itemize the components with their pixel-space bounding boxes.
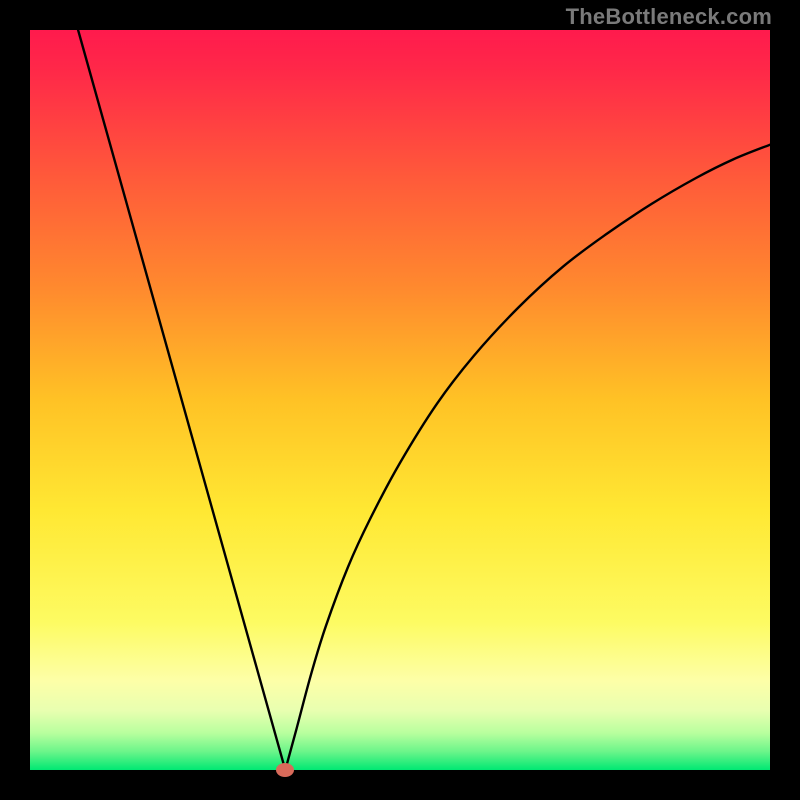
minimum-marker xyxy=(276,763,294,777)
chart-frame: TheBottleneck.com xyxy=(0,0,800,800)
watermark-text: TheBottleneck.com xyxy=(566,4,772,30)
plot-area xyxy=(30,30,770,770)
curve-layer xyxy=(30,30,770,770)
bottleneck-curve xyxy=(78,30,770,770)
